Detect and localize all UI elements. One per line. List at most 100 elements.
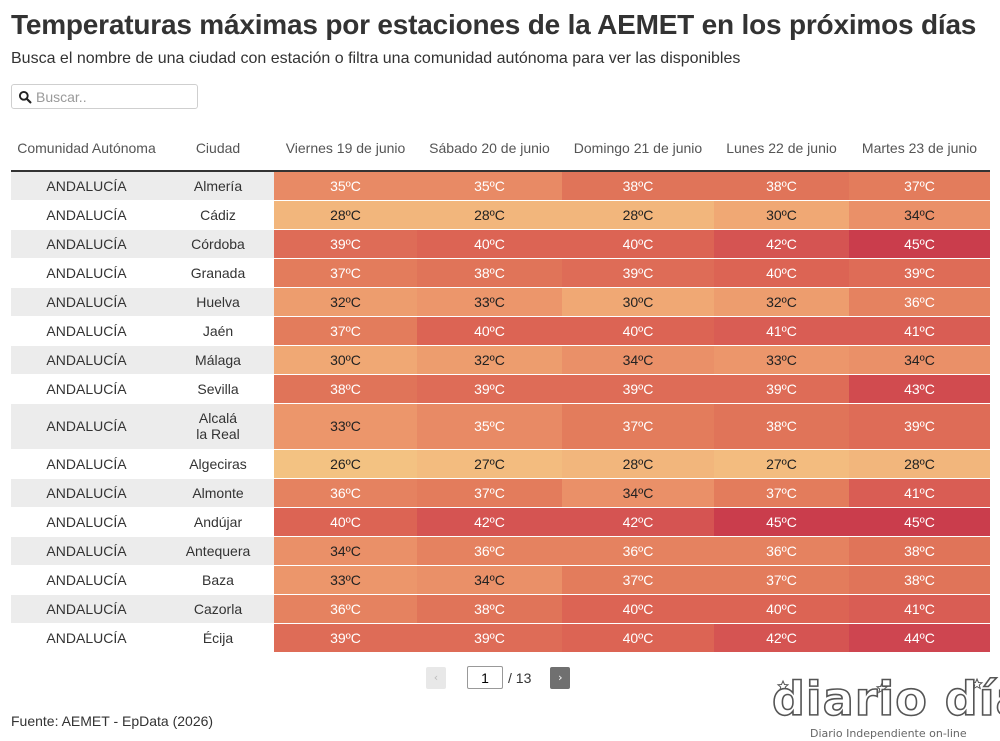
search-input[interactable] — [36, 88, 186, 105]
cell-temperature-day-3: 40ºC — [562, 229, 714, 259]
cell-temperature-day-3: 40ºC — [562, 623, 714, 653]
cell-temperature-day-4: 27ºC — [714, 449, 849, 479]
cell-comunidad: ANDALUCÍA — [11, 403, 162, 450]
cell-temperature-day-2: 40ºC — [417, 316, 562, 346]
column-header-day-2[interactable]: Sábado 20 de junio — [417, 126, 562, 172]
cell-temperature-day-2: 33ºC — [417, 287, 562, 317]
cell-temperature-day-5: 45ºC — [849, 507, 990, 537]
cell-comunidad: ANDALUCÍA — [11, 374, 162, 404]
diario-dia-logo: diario día Diario Independiente on-line — [771, 673, 1000, 740]
table-row: ANDALUCÍA Jaén 37ºC 40ºC 40ºC 41ºC 41ºC — [11, 316, 990, 346]
column-header-day-1[interactable]: Viernes 19 de junio — [274, 126, 417, 172]
cell-ciudad: Cádiz — [162, 200, 274, 230]
cell-temperature-day-3: 38ºC — [562, 171, 714, 201]
cell-temperature-day-1: 39ºC — [274, 623, 417, 653]
table-row: ANDALUCÍA Sevilla 38ºC 39ºC 39ºC 39ºC 43ºC — [11, 374, 990, 404]
cell-ciudad: Málaga — [162, 345, 274, 375]
cell-temperature-day-2: 32ºC — [417, 345, 562, 375]
cell-comunidad: ANDALUCÍA — [11, 229, 162, 259]
table-row: ANDALUCÍA Málaga 30ºC 32ºC 34ºC 33ºC 34ºC — [11, 345, 990, 375]
cell-temperature-day-1: 40ºC — [274, 507, 417, 537]
cell-ciudad: Almería — [162, 171, 274, 201]
column-header-comunidad[interactable]: Comunidad Autónoma — [11, 126, 162, 172]
search-icon — [18, 90, 32, 103]
cell-comunidad: ANDALUCÍA — [11, 536, 162, 566]
cell-temperature-day-5: 45ºC — [849, 229, 990, 259]
table-row: ANDALUCÍA Alcalá la Real 33ºC 35ºC 37ºC 38ºC 3… — [11, 403, 990, 450]
cell-temperature-day-3: 28ºC — [562, 449, 714, 479]
column-header-day-5[interactable]: Martes 23 de junio — [849, 126, 990, 172]
cell-temperature-day-1: 28ºC — [274, 200, 417, 230]
cell-temperature-day-2: 39ºC — [417, 623, 562, 653]
cell-temperature-day-3: 39ºC — [562, 374, 714, 404]
next-page-button[interactable]: › — [550, 666, 571, 689]
cell-temperature-day-3: 36ºC — [562, 536, 714, 566]
table-header-row: Comunidad Autónoma Ciudad Viernes 19 de … — [11, 126, 990, 172]
prev-page-button[interactable]: ‹ — [426, 666, 446, 689]
chevron-left-icon: ‹ — [433, 671, 439, 684]
cell-temperature-day-4: 37ºC — [714, 565, 849, 595]
cell-temperature-day-5: 39ºC — [849, 403, 990, 450]
column-header-day-3[interactable]: Domingo 21 de junio — [562, 126, 714, 172]
cell-ciudad: Andújar — [162, 507, 274, 537]
table-row: ANDALUCÍA Huelva 32ºC 33ºC 30ºC 32ºC 36ºC — [11, 287, 990, 317]
cell-ciudad: Baza — [162, 565, 274, 595]
cell-temperature-day-4: 41ºC — [714, 316, 849, 346]
cell-temperature-day-1: 37ºC — [274, 316, 417, 346]
cell-comunidad: ANDALUCÍA — [11, 316, 162, 346]
page-total: / 13 — [508, 669, 532, 686]
cell-temperature-day-4: 32ºC — [714, 287, 849, 317]
cell-temperature-day-3: 34ºC — [562, 478, 714, 508]
cell-temperature-day-5: 34ºC — [849, 200, 990, 230]
search-box[interactable] — [11, 84, 198, 109]
logo-tagline: Diario Independiente on-line — [810, 727, 967, 740]
cell-ciudad: Jaén — [162, 316, 274, 346]
table-row: ANDALUCÍA Algeciras 26ºC 27ºC 28ºC 27ºC 28ºC — [11, 449, 990, 479]
source-note: Fuente: AEMET - EpData (2026) — [11, 713, 214, 729]
column-header-ciudad[interactable]: Ciudad — [162, 126, 274, 172]
page-subtitle: Busca el nombre de una ciudad con estaci… — [11, 50, 741, 67]
column-header-day-4[interactable]: Lunes 22 de junio — [714, 126, 849, 172]
cell-ciudad: Huelva — [162, 287, 274, 317]
page-title: Temperaturas máximas por estaciones de l… — [11, 9, 977, 40]
cell-temperature-day-1: 32ºC — [274, 287, 417, 317]
cell-comunidad: ANDALUCÍA — [11, 345, 162, 375]
temperature-table: Comunidad Autónoma Ciudad Viernes 19 de … — [11, 126, 990, 653]
table-row: ANDALUCÍA Almería 35ºC 35ºC 38ºC 38ºC 37ºC — [11, 171, 990, 201]
table-row: ANDALUCÍA Córdoba 39ºC 40ºC 40ºC 42ºC 45ºC — [11, 229, 990, 259]
cell-temperature-day-5: 38ºC — [849, 536, 990, 566]
cell-temperature-day-2: 28ºC — [417, 200, 562, 230]
cell-temperature-day-2: 39ºC — [417, 374, 562, 404]
star-icons — [776, 677, 984, 694]
cell-temperature-day-1: 36ºC — [274, 478, 417, 508]
cell-ciudad: Écija — [162, 623, 274, 653]
cell-temperature-day-1: 34ºC — [274, 536, 417, 566]
cell-temperature-day-5: 37ºC — [849, 171, 990, 201]
cell-temperature-day-4: 38ºC — [714, 403, 849, 450]
cell-temperature-day-2: 40ºC — [417, 229, 562, 259]
cell-temperature-day-2: 42ºC — [417, 507, 562, 537]
cell-comunidad: ANDALUCÍA — [11, 200, 162, 230]
cell-temperature-day-2: 35ºC — [417, 403, 562, 450]
cell-temperature-day-5: 41ºC — [849, 594, 990, 624]
cell-temperature-day-4: 36ºC — [714, 536, 849, 566]
table-row: ANDALUCÍA Andújar 40ºC 42ºC 42ºC 45ºC 45ºC — [11, 507, 990, 537]
cell-ciudad: Granada — [162, 258, 274, 288]
cell-temperature-day-4: 33ºC — [714, 345, 849, 375]
cell-temperature-day-4: 45ºC — [714, 507, 849, 537]
cell-temperature-day-5: 43ºC — [849, 374, 990, 404]
table-row: ANDALUCÍA Cazorla 36ºC 38ºC 40ºC 40ºC 41ºC — [11, 594, 990, 624]
pagination: ‹ / 13 › — [426, 666, 571, 689]
cell-comunidad: ANDALUCÍA — [11, 594, 162, 624]
cell-temperature-day-3: 42ºC — [562, 507, 714, 537]
logo-text: diario día — [771, 672, 1000, 726]
cell-temperature-day-4: 42ºC — [714, 623, 849, 653]
table-row: ANDALUCÍA Cádiz 28ºC 28ºC 28ºC 30ºC 34ºC — [11, 200, 990, 230]
cell-temperature-day-3: 37ºC — [562, 565, 714, 595]
page-number-input[interactable] — [467, 666, 503, 689]
cell-comunidad: ANDALUCÍA — [11, 287, 162, 317]
cell-temperature-day-5: 39ºC — [849, 258, 990, 288]
table-row: ANDALUCÍA Baza 33ºC 34ºC 37ºC 37ºC 38ºC — [11, 565, 990, 595]
cell-temperature-day-1: 37ºC — [274, 258, 417, 288]
cell-temperature-day-5: 28ºC — [849, 449, 990, 479]
